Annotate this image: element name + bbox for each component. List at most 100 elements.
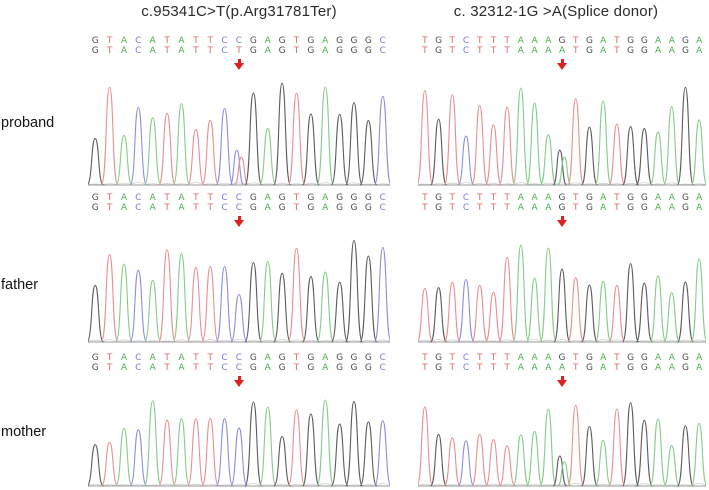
trace-peak <box>512 434 530 487</box>
base-call-top: A <box>654 353 662 363</box>
base-call-top: A <box>545 36 552 46</box>
base-call-top: G <box>364 36 372 46</box>
trace-peak <box>443 94 461 186</box>
base-call-top: T <box>106 36 113 46</box>
chromatogram-trace <box>88 399 390 487</box>
base-call-top: A <box>517 193 524 203</box>
trace-peak <box>539 408 557 487</box>
base-call-top: G <box>307 353 315 363</box>
base-call-bottom: A <box>120 363 128 373</box>
trace-peak <box>539 247 557 343</box>
base-call-bottom: G <box>627 46 635 56</box>
base-call-bottom: G <box>585 363 593 373</box>
base-call-bottom: A <box>517 46 524 56</box>
base-call-bottom: G <box>278 46 286 56</box>
base-call-bottom: C <box>379 203 386 213</box>
arrow-head <box>557 63 567 70</box>
row-label-proband: proband <box>1 115 55 131</box>
trace-peak <box>345 240 363 343</box>
base-call-bottom: T <box>614 46 620 56</box>
base-call-bottom: T <box>106 203 113 213</box>
base-call-top: T <box>164 36 170 46</box>
base-call-bottom: A <box>531 363 538 373</box>
base-call-bottom: C <box>462 363 470 373</box>
base-call-top: G <box>585 36 593 46</box>
trace-peak <box>100 86 119 186</box>
base-call-bottom: T <box>293 203 300 213</box>
variant-arrow-icon <box>234 216 244 227</box>
trace-peak <box>302 113 320 186</box>
base-call-top: T <box>207 36 213 46</box>
base-call-top: T <box>449 36 456 46</box>
base-call-bottom: A <box>178 203 185 213</box>
base-call-bottom: A <box>558 46 566 56</box>
base-call-top: A <box>545 353 552 363</box>
base-call-bottom: A <box>322 363 329 373</box>
base-call-top: T <box>490 353 497 363</box>
base-call-bottom: G <box>278 363 286 373</box>
base-call-top: C <box>379 353 386 363</box>
base-call-bottom: A <box>264 363 271 373</box>
base-call-bottom: T <box>476 363 483 373</box>
base-call-bottom: A <box>668 363 675 373</box>
trace-peak <box>622 263 640 343</box>
base-call-top: T <box>614 193 620 203</box>
base-call-top: G <box>435 193 443 203</box>
chromatogram-trace <box>88 82 390 186</box>
base-call-bottom: A <box>120 46 128 56</box>
base-call-bottom: A <box>668 46 675 56</box>
base-call-top: A <box>264 353 271 363</box>
trace-peak <box>484 439 502 487</box>
base-call-top: T <box>504 193 510 203</box>
base-call-bottom: C <box>221 363 228 373</box>
base-call-bottom: G <box>249 363 257 373</box>
trace-peak <box>471 284 489 343</box>
trace-peak <box>580 126 598 186</box>
base-call-bottom: G <box>307 203 315 213</box>
base-call-bottom: C <box>135 363 142 373</box>
base-call-bottom: A <box>322 203 329 213</box>
base-call-bottom: T <box>476 46 483 56</box>
trace-peak <box>418 483 706 487</box>
variant-arrow-icon <box>557 216 567 227</box>
arrow-strip <box>418 58 706 71</box>
base-call-top: T <box>476 353 483 363</box>
trace-peak <box>512 87 530 186</box>
base-call-bottom: T <box>293 363 300 373</box>
arrow-shaft <box>560 59 564 63</box>
trace-peak <box>526 430 544 487</box>
base-call-top: G <box>558 353 566 363</box>
base-call-bottom: T <box>106 46 113 56</box>
base-call-top: G <box>249 36 257 46</box>
base-call-top: G <box>435 353 443 363</box>
trace-peak <box>635 419 653 487</box>
trace-peak <box>622 402 640 487</box>
base-call-top: G <box>558 36 566 46</box>
base-call-bottom: A <box>696 363 703 373</box>
